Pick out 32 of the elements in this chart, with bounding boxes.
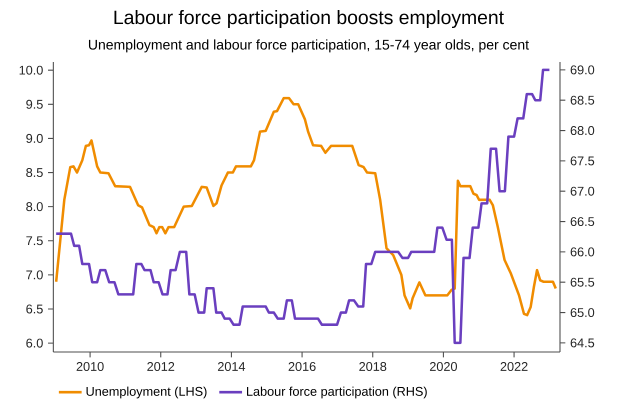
y-tick-label: 8.0 bbox=[26, 202, 43, 212]
y2-tick-label: 68.0 bbox=[570, 126, 594, 136]
y-tick-label: 8.5 bbox=[26, 168, 43, 178]
y2-tick-label: 69.0 bbox=[570, 65, 594, 74]
y2-tick-label: 66.0 bbox=[570, 247, 594, 256]
y2-tick-label: 65.5 bbox=[570, 278, 594, 287]
y-tick-label: 6.5 bbox=[26, 304, 43, 314]
y2-tick-label: 66.5 bbox=[570, 217, 594, 226]
y-tick-label: 7.0 bbox=[26, 270, 43, 280]
x-tick-label: 2010 bbox=[76, 362, 104, 371]
y-tick-label: 6.0 bbox=[26, 338, 43, 348]
x-tick-label: 2016 bbox=[288, 362, 316, 371]
y-tick-label: 9.5 bbox=[26, 100, 43, 109]
x-tick-label: 2020 bbox=[430, 362, 457, 371]
x-tick-label: 2022 bbox=[500, 362, 528, 371]
y2-tick-label: 67.0 bbox=[570, 186, 594, 196]
y-tick-label: 9.0 bbox=[26, 134, 43, 143]
y-tick-label: 10.0 bbox=[20, 66, 43, 75]
line-series bbox=[54, 96, 558, 316]
y2-tick-label: 65.0 bbox=[570, 308, 594, 318]
x-tick-label: 2014 bbox=[218, 362, 246, 371]
y2-tick-label: 68.5 bbox=[570, 96, 594, 105]
x-tick-label: 2012 bbox=[147, 362, 174, 371]
legend-label: Unemployment (LHS) bbox=[86, 386, 207, 398]
y2-tick-label: 64.5 bbox=[570, 338, 594, 348]
y2-tick-label: 67.5 bbox=[570, 156, 594, 166]
line-series bbox=[54, 68, 551, 344]
chart-subtitle: Unemployment and labour force participation, 15-74 year olds, per cent bbox=[88, 39, 529, 52]
chart-title: Labour force participation boosts employment bbox=[114, 10, 504, 28]
x-tick-label: 2018 bbox=[359, 362, 386, 371]
legend-label: Labour force participation (RHS) bbox=[247, 386, 427, 398]
y-tick-label: 7.5 bbox=[26, 236, 43, 246]
